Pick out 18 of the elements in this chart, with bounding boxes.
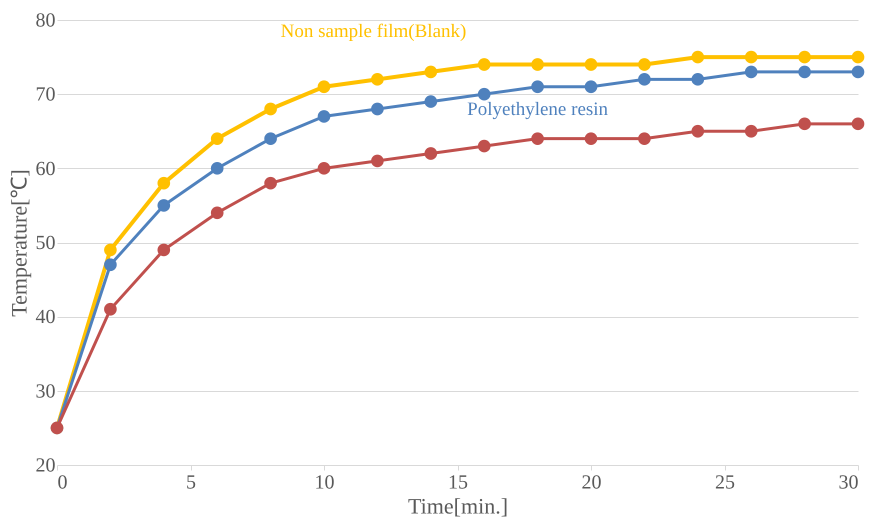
- x-axis-title: Time[min.]: [408, 494, 508, 518]
- x-tick-label: 0: [58, 472, 68, 494]
- x-tick-label: 25: [715, 472, 735, 494]
- x-tick-label: 10: [314, 472, 334, 494]
- y-axis-title: Temperature[℃]: [6, 169, 32, 317]
- y-tick-label: 50: [36, 232, 56, 254]
- x-tick-label: 5: [186, 472, 196, 494]
- y-tick-label: 20: [36, 454, 56, 476]
- x-tick-label: 15: [448, 472, 468, 494]
- y-tick-label: 40: [36, 306, 56, 328]
- y-tick-label: 70: [36, 84, 56, 106]
- y-tick-label: 30: [36, 380, 56, 402]
- y-tick-label: 60: [36, 158, 56, 180]
- series-label: Polyethylene resin: [467, 98, 609, 120]
- x-tick-label: 20: [582, 472, 602, 494]
- x-tick-label: 30: [838, 472, 858, 494]
- series-label: Non sample film(Blank): [280, 21, 466, 42]
- y-tick-label: 80: [36, 10, 56, 32]
